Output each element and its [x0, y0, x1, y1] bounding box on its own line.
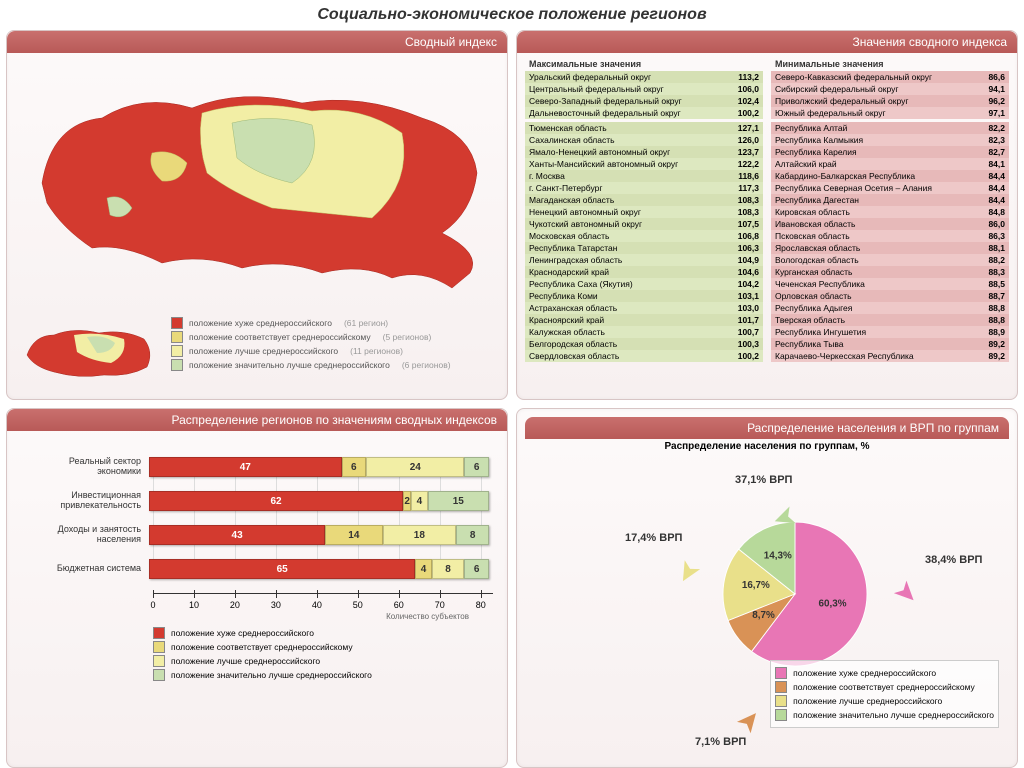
table-row: Краснодарский край104,6 — [525, 266, 763, 278]
table-row: Курганская область88,3 — [771, 266, 1009, 278]
legend-label: положение хуже среднероссийского — [189, 318, 332, 328]
bar-row: Бюджетная система65486 — [25, 559, 489, 579]
bar-chart: Реальный сектор экономики476246 Инвестици… — [7, 431, 507, 687]
table-row: Орловская область88,7 — [771, 290, 1009, 302]
mini-map — [19, 317, 159, 387]
panel-index-values: Значения сводного индекса Максимальные з… — [516, 30, 1018, 400]
min-header: Минимальные значения — [771, 57, 1009, 71]
table-row: Республика Калмыкия82,3 — [771, 134, 1009, 146]
legend-label: положение хуже среднероссийского — [793, 668, 936, 678]
panel-map: Сводный индекс положение хуже среднеросс… — [6, 30, 508, 400]
vrp-callout: 7,1% ВРП — [695, 736, 746, 748]
axis-title: Количество субъектов — [25, 612, 469, 621]
table-row: Республика Татарстан106,3 — [525, 242, 763, 254]
bar-row: Доходы и занятость населения4314188 — [25, 525, 489, 545]
table-row: Северо-Западный федеральный округ102,4 — [525, 95, 763, 107]
table-row: Республика Тыва89,2 — [771, 338, 1009, 350]
table-row: Республика Дагестан84,4 — [771, 194, 1009, 206]
table-row: Карачаево-Черкесская Республика89,2 — [771, 350, 1009, 362]
svg-text:8,7%: 8,7% — [752, 610, 775, 621]
table-row: Ивановская область86,0 — [771, 218, 1009, 230]
table-row: Чукотский автономный округ107,5 — [525, 218, 763, 230]
legend-label: положение соответствует среднероссийском… — [793, 682, 975, 692]
table-row: Ямало-Ненецкий автономный округ123,7 — [525, 146, 763, 158]
table-row: Ханты-Мансийский автономный округ122,2 — [525, 158, 763, 170]
panel-distribution-header: Распределение регионов по значениям свод… — [7, 409, 507, 431]
table-row: Красноярский край101,7 — [525, 314, 763, 326]
legend-label: положение хуже среднероссийского — [171, 628, 314, 638]
bar-row: Инвестиционная привлекательность622415 — [25, 491, 489, 511]
legend-label: положение соответствует среднероссийском… — [171, 642, 353, 652]
table-row: Республика Адыгея88,8 — [771, 302, 1009, 314]
panel-index-header: Значения сводного индекса — [517, 31, 1017, 53]
pie-subtitle: Распределение населения по группам, % — [525, 439, 1009, 454]
table-row: Южный федеральный округ97,1 — [771, 107, 1009, 119]
panel-map-header: Сводный индекс — [7, 31, 507, 53]
legend-label: положение соответствует среднероссийском… — [189, 332, 371, 342]
table-row: Ярославская область88,1 — [771, 242, 1009, 254]
min-values-column: Минимальные значения Северо-Кавказский ф… — [771, 57, 1009, 362]
svg-text:14,3%: 14,3% — [764, 550, 792, 561]
map-legend: положение хуже среднероссийского(61 реги… — [171, 315, 451, 387]
panel-distribution: Распределение регионов по значениям свод… — [6, 408, 508, 768]
table-row: Ленинградская область104,9 — [525, 254, 763, 266]
table-row: Северо-Кавказский федеральный округ86,6 — [771, 71, 1009, 83]
table-row: Московская область106,8 — [525, 230, 763, 242]
table-row: г. Москва118,6 — [525, 170, 763, 182]
table-row: Дальневосточный федеральный округ100,2 — [525, 107, 763, 119]
legend-label: положение значительно лучше среднероссий… — [189, 360, 390, 370]
table-row: Республика Северная Осетия – Алания84,4 — [771, 182, 1009, 194]
table-row: Свердловская область100,2 — [525, 350, 763, 362]
table-row: Республика Саха (Якутия)104,2 — [525, 278, 763, 290]
table-row: Центральный федеральный округ106,0 — [525, 83, 763, 95]
panel-pie-header: Распределение населения и ВРП по группам — [525, 417, 1009, 439]
table-row: Тверская область88,8 — [771, 314, 1009, 326]
table-row: Республика Карелия82,7 — [771, 146, 1009, 158]
legend-label: положение значительно лучше среднероссий… — [171, 670, 372, 680]
table-row: Белгородская область100,3 — [525, 338, 763, 350]
table-row: Чеченская Республика88,5 — [771, 278, 1009, 290]
legend-label: положение лучше среднероссийского — [793, 696, 942, 706]
table-row: г. Санкт-Петербург117,3 — [525, 182, 763, 194]
max-values-column: Максимальные значения Уральский федераль… — [525, 57, 763, 362]
vrp-callout: 38,4% ВРП — [925, 554, 982, 566]
vrp-callout: 17,4% ВРП — [625, 532, 682, 544]
table-row: Сахалинская область126,0 — [525, 134, 763, 146]
table-row: Алтайский край84,1 — [771, 158, 1009, 170]
legend-label: положение лучше среднероссийского — [171, 656, 320, 666]
svg-text:60,3%: 60,3% — [819, 599, 847, 610]
table-row: Кабардино-Балкарская Республика84,4 — [771, 170, 1009, 182]
table-row: Ненецкий автономный округ108,3 — [525, 206, 763, 218]
page-title: Социально-экономическое положение регион… — [0, 0, 1024, 30]
table-row: Уральский федеральный округ113,2 — [525, 71, 763, 83]
pie-legend: положение хуже среднероссийского положени… — [770, 660, 999, 728]
max-header: Максимальные значения — [525, 57, 763, 71]
table-row: Приволжский федеральный округ96,2 — [771, 95, 1009, 107]
table-row: Сибирский федеральный округ94,1 — [771, 83, 1009, 95]
map-russia — [7, 53, 507, 313]
table-row: Псковская область86,3 — [771, 230, 1009, 242]
table-row: Астраханская область103,0 — [525, 302, 763, 314]
table-row: Калужская область100,7 — [525, 326, 763, 338]
table-row: Республика Ингушетия88,9 — [771, 326, 1009, 338]
legend-label: положение значительно лучше среднероссий… — [793, 710, 994, 720]
bar-row: Реальный сектор экономики476246 — [25, 457, 489, 477]
table-row: Республика Алтай82,2 — [771, 122, 1009, 134]
table-row: Магаданская область108,3 — [525, 194, 763, 206]
svg-text:16,7%: 16,7% — [742, 580, 770, 591]
table-row: Тюменская область127,1 — [525, 122, 763, 134]
table-row: Вологодская область88,2 — [771, 254, 1009, 266]
table-row: Республика Коми103,1 — [525, 290, 763, 302]
legend-label: положение лучше среднероссийского — [189, 346, 338, 356]
vrp-callout: 37,1% ВРП — [735, 474, 792, 486]
pie-chart: 60,3%8,7%16,7%14,3% 38,4% ВРП➤7,1% ВРП➤1… — [525, 454, 1009, 734]
table-row: Кировская область84,8 — [771, 206, 1009, 218]
panel-pie: Распределение населения и ВРП по группам… — [516, 408, 1018, 768]
